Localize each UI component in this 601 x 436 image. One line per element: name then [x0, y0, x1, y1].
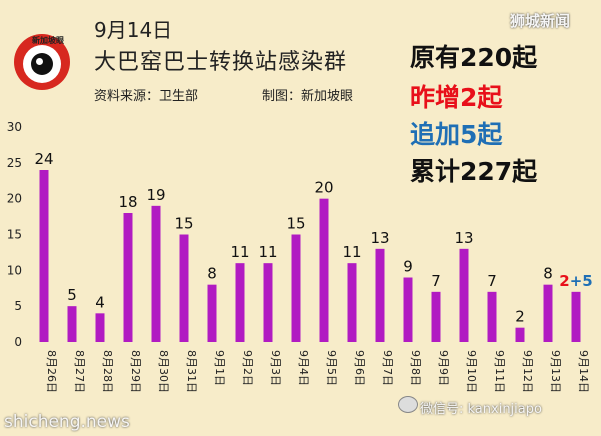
- data-label: 20: [314, 179, 333, 197]
- x-tick-label: 9月7日: [381, 350, 394, 386]
- data-label: 13: [370, 229, 389, 247]
- summary-original: 原有220起: [410, 43, 538, 72]
- x-tick-label: 8月28日: [101, 350, 114, 393]
- bar: [375, 248, 385, 342]
- watermark-bottom-right: 微信号: kanxinjiapo: [420, 402, 542, 417]
- data-label: 9: [403, 258, 413, 276]
- logo-ring: [23, 45, 61, 83]
- summary-total: 累计227起: [410, 157, 538, 186]
- report-date: 9月14日: [94, 18, 173, 42]
- bar: [179, 234, 189, 342]
- data-label: 11: [230, 243, 249, 261]
- y-tick-label: 5: [14, 299, 22, 313]
- data-label: 8: [207, 265, 217, 283]
- data-label: 13: [454, 229, 473, 247]
- bar: [515, 327, 525, 342]
- bar: [263, 263, 273, 342]
- x-tick-label: 9月5日: [325, 350, 338, 386]
- bar: [123, 213, 133, 342]
- data-label: 7: [431, 272, 441, 290]
- bar: [487, 291, 497, 342]
- data-source: 资料来源：卫生部: [94, 89, 199, 104]
- bar: [347, 263, 357, 342]
- y-tick-label: 25: [7, 156, 22, 170]
- x-tick-label: 8月31日: [185, 350, 198, 393]
- summary-added: 追加5起: [410, 120, 503, 149]
- watermark-bottom-left: shicheng.news: [4, 412, 130, 432]
- xinjiapo-eye-logo: [14, 34, 70, 90]
- chart-credit: 制图：新加坡眼: [262, 89, 354, 104]
- eye-icon: [31, 53, 53, 75]
- x-tick-label: 8月26日: [45, 350, 58, 393]
- data-label: 11: [258, 243, 277, 261]
- logo-text: 新加坡眼: [32, 36, 64, 45]
- data-label-part: 2: [559, 272, 569, 290]
- bar: [571, 291, 581, 342]
- chart-title: 大巴窑巴士转换站感染群: [94, 50, 348, 75]
- bar: [95, 313, 105, 342]
- y-tick-label: 15: [7, 228, 22, 242]
- data-label: 24: [34, 150, 53, 168]
- x-tick-label: 9月13日: [549, 350, 562, 393]
- x-tick-label: 9月1日: [213, 350, 226, 386]
- x-tick-label: 9月2日: [241, 350, 254, 386]
- data-label-part: +5: [570, 272, 593, 290]
- bar: [543, 284, 553, 342]
- data-label: 11: [342, 243, 361, 261]
- data-label: 18: [118, 193, 137, 211]
- bar: [207, 284, 217, 342]
- x-tick-label: 8月30日: [157, 350, 170, 393]
- bar: [431, 291, 441, 342]
- data-label: 2: [515, 308, 525, 326]
- y-tick-label: 30: [7, 120, 22, 134]
- x-tick-label: 9月10日: [465, 350, 478, 393]
- summary-yesterday: 昨增2起: [410, 83, 503, 112]
- x-tick-label: 9月6日: [353, 350, 366, 386]
- data-label: 5: [67, 286, 77, 304]
- bar: [459, 248, 469, 342]
- x-tick-label: 9月12日: [521, 350, 534, 393]
- wechat-icon: [398, 396, 418, 413]
- bar: [235, 263, 245, 342]
- data-label: 15: [174, 215, 193, 233]
- watermark-top-right: 狮城新闻: [510, 12, 571, 30]
- x-tick-label: 8月29日: [129, 350, 142, 393]
- x-tick-label: 9月8日: [409, 350, 422, 386]
- x-tick-label: 9月3日: [269, 350, 282, 386]
- x-tick-label: 9月11日: [493, 350, 506, 393]
- bar: [151, 205, 161, 342]
- y-tick-label: 20: [7, 192, 22, 206]
- x-tick-label: 8月27日: [73, 350, 86, 393]
- x-tick-label: 9月14日: [577, 350, 590, 393]
- data-label: 19: [146, 186, 165, 204]
- bar: [319, 198, 329, 342]
- y-tick-label: 10: [7, 263, 22, 277]
- x-tick-label: 9月4日: [297, 350, 310, 386]
- data-label: 7: [487, 272, 497, 290]
- data-label: 2+5: [559, 272, 592, 290]
- data-label: 8: [543, 265, 553, 283]
- bar: [67, 306, 77, 342]
- bar: [403, 277, 413, 342]
- x-tick-label: 9月9日: [437, 350, 450, 386]
- data-label: 4: [95, 293, 105, 311]
- bar: [291, 234, 301, 342]
- data-label: 15: [286, 215, 305, 233]
- bar: [39, 170, 49, 342]
- eye-shine: [36, 58, 43, 65]
- y-tick-label: 0: [14, 335, 22, 349]
